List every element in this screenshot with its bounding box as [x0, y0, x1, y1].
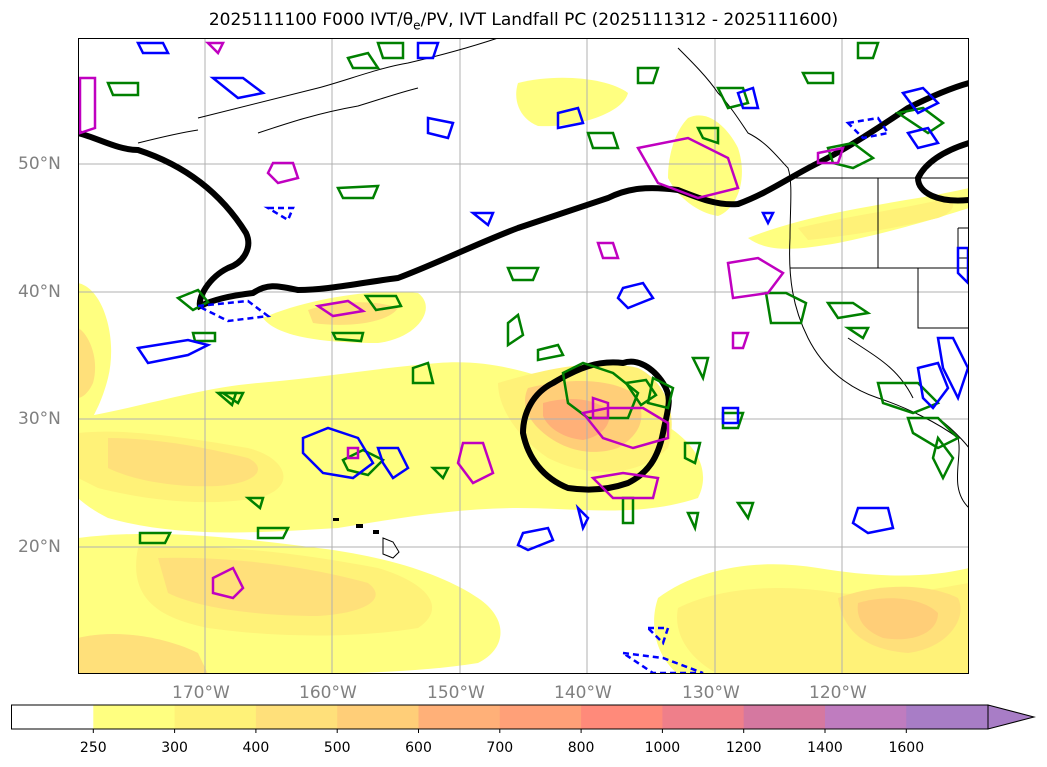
colorbar-tick-label: 500 [323, 740, 351, 756]
pv-positive-contours [135, 41, 969, 552]
colorbar-cell [174, 705, 257, 729]
ivt-shading [78, 77, 969, 674]
colorbar-cell [255, 705, 338, 729]
colorbar-tick-label: 800 [567, 740, 595, 756]
map-panel [78, 38, 969, 674]
hawaii-islands [333, 518, 400, 559]
lat-label-40n: 40°N [18, 282, 61, 302]
lat-label-50n: 50°N [18, 154, 61, 174]
coastlines [137, 38, 969, 509]
colorbar-tick-label: 1000 [644, 740, 681, 756]
colorbar [11, 704, 1036, 733]
colorbar-tick-label: 1600 [888, 740, 925, 756]
lon-label-120w: 120°W [809, 683, 867, 703]
colorbar-tick-label: 250 [79, 740, 107, 756]
colorbar-tick-label: 300 [161, 740, 188, 756]
colorbar-tick-label: 400 [242, 740, 270, 756]
colorbar-cell [93, 705, 176, 729]
lat-label-30n: 30°N [18, 409, 61, 429]
lon-label-170w: 170°W [172, 683, 230, 703]
lon-label-140w: 140°W [554, 683, 612, 703]
lon-label-130w: 130°W [682, 683, 740, 703]
ivt-landfall-contour [78, 80, 969, 493]
colorbar-cell [12, 705, 94, 729]
map-title: 2025111100 F000 IVT/θe/PV, IVT Landfall … [208, 10, 839, 33]
colorbar-cell [581, 705, 663, 729]
colorbar-tick-label: 600 [405, 740, 432, 756]
colorbar-cell [662, 705, 745, 729]
colorbar-tick-label: 1200 [725, 740, 762, 756]
colorbar-tick-label: 1400 [807, 740, 843, 756]
colorbar-tick-label: 700 [486, 740, 514, 756]
colorbar-cell [418, 705, 501, 729]
lon-label-160w: 160°W [299, 683, 357, 703]
colorbar-cell [499, 705, 582, 729]
colorbar-cell [825, 705, 907, 729]
colorbar-cell [337, 705, 419, 729]
colorbar-tick-marks [92, 729, 907, 733]
theta-e-contours [106, 41, 961, 545]
lat-label-20n: 20°N [18, 537, 61, 557]
colorbar-cells [12, 705, 989, 729]
colorbar-cell [743, 705, 826, 729]
colorbar-cell [906, 705, 989, 729]
colorbar-extend-arrow [987, 704, 1036, 730]
lon-label-150w: 150°W [427, 683, 485, 703]
pv-magenta-contours [78, 41, 845, 600]
